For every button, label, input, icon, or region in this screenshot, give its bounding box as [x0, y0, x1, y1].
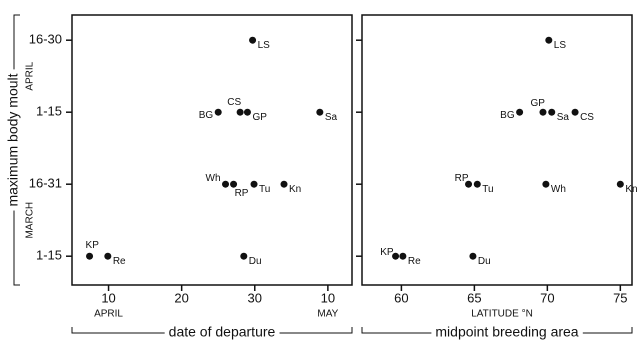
point-label: RP [235, 188, 249, 199]
point-label: Kn [625, 184, 637, 195]
point [539, 108, 547, 116]
point-label: GP [531, 98, 546, 109]
x-sublabel: MAY [317, 309, 338, 320]
point-label: Wh [551, 184, 566, 195]
plot-frame [361, 14, 633, 286]
point-label: Re [408, 256, 421, 267]
x-tick-label: 65 [467, 290, 481, 305]
point-label: CS [580, 112, 594, 123]
point-label: LS [258, 40, 271, 51]
point-label: Sa [557, 112, 570, 123]
point [571, 108, 579, 116]
point-label: LS [554, 40, 567, 51]
point [236, 108, 244, 116]
point [545, 36, 553, 44]
x-sublabel: APRIL [94, 309, 123, 320]
point-label: Sa [325, 112, 338, 123]
x-tick-label: 30 [248, 290, 262, 305]
point [104, 252, 112, 260]
y-group-label: MARCH [25, 202, 36, 239]
point [548, 108, 556, 116]
x-tick-label: 60 [394, 290, 408, 305]
x-tick-label: 70 [540, 290, 554, 305]
point-label: KP [86, 240, 100, 251]
point [616, 180, 624, 188]
point-label: Tu [482, 184, 493, 195]
point [249, 36, 257, 44]
y-axis-title: maximum body moult [5, 73, 21, 206]
point-label: GP [252, 112, 267, 123]
point-label: Du [478, 256, 491, 267]
point [230, 180, 238, 188]
point [240, 252, 248, 260]
point [243, 108, 251, 116]
y-tick-label: 16-31 [29, 176, 62, 191]
title-bg [164, 323, 280, 340]
y-tick-label: 1-15 [36, 104, 62, 119]
point [399, 252, 407, 260]
x-unit: LATITUDE °N [471, 309, 533, 320]
point [86, 252, 94, 260]
title-bg [431, 323, 583, 340]
title-bg [4, 69, 21, 211]
x-tick-label: 75 [613, 290, 627, 305]
point [316, 108, 324, 116]
x-tick-label: 10 [321, 290, 335, 305]
point [473, 180, 481, 188]
point-label: KP [380, 247, 394, 258]
point [542, 180, 550, 188]
x-axis-title: midpoint breeding area [435, 324, 578, 340]
x-tick-label: 10 [101, 290, 115, 305]
point [469, 252, 477, 260]
x-axis-title: date of departure [169, 324, 276, 340]
point-label: Du [249, 256, 262, 267]
point-label: Kn [289, 184, 301, 195]
point [222, 180, 230, 188]
y-tick-label: 1-15 [36, 248, 62, 263]
point [280, 180, 288, 188]
point [465, 180, 473, 188]
point [250, 180, 258, 188]
y-tick-label: 16-30 [29, 32, 62, 47]
y-group-label: APRIL [25, 61, 36, 90]
point [392, 252, 400, 260]
point-label: Re [113, 256, 126, 267]
point-label: BG [199, 110, 214, 121]
point [214, 108, 222, 116]
point-label: Tu [259, 184, 270, 195]
point-label: RP [455, 173, 469, 184]
plot-frame [71, 14, 353, 286]
point-label: Wh [206, 173, 221, 184]
point-label: BG [500, 110, 515, 121]
point [516, 108, 524, 116]
point-label: CS [227, 97, 241, 108]
x-tick-label: 20 [174, 290, 188, 305]
